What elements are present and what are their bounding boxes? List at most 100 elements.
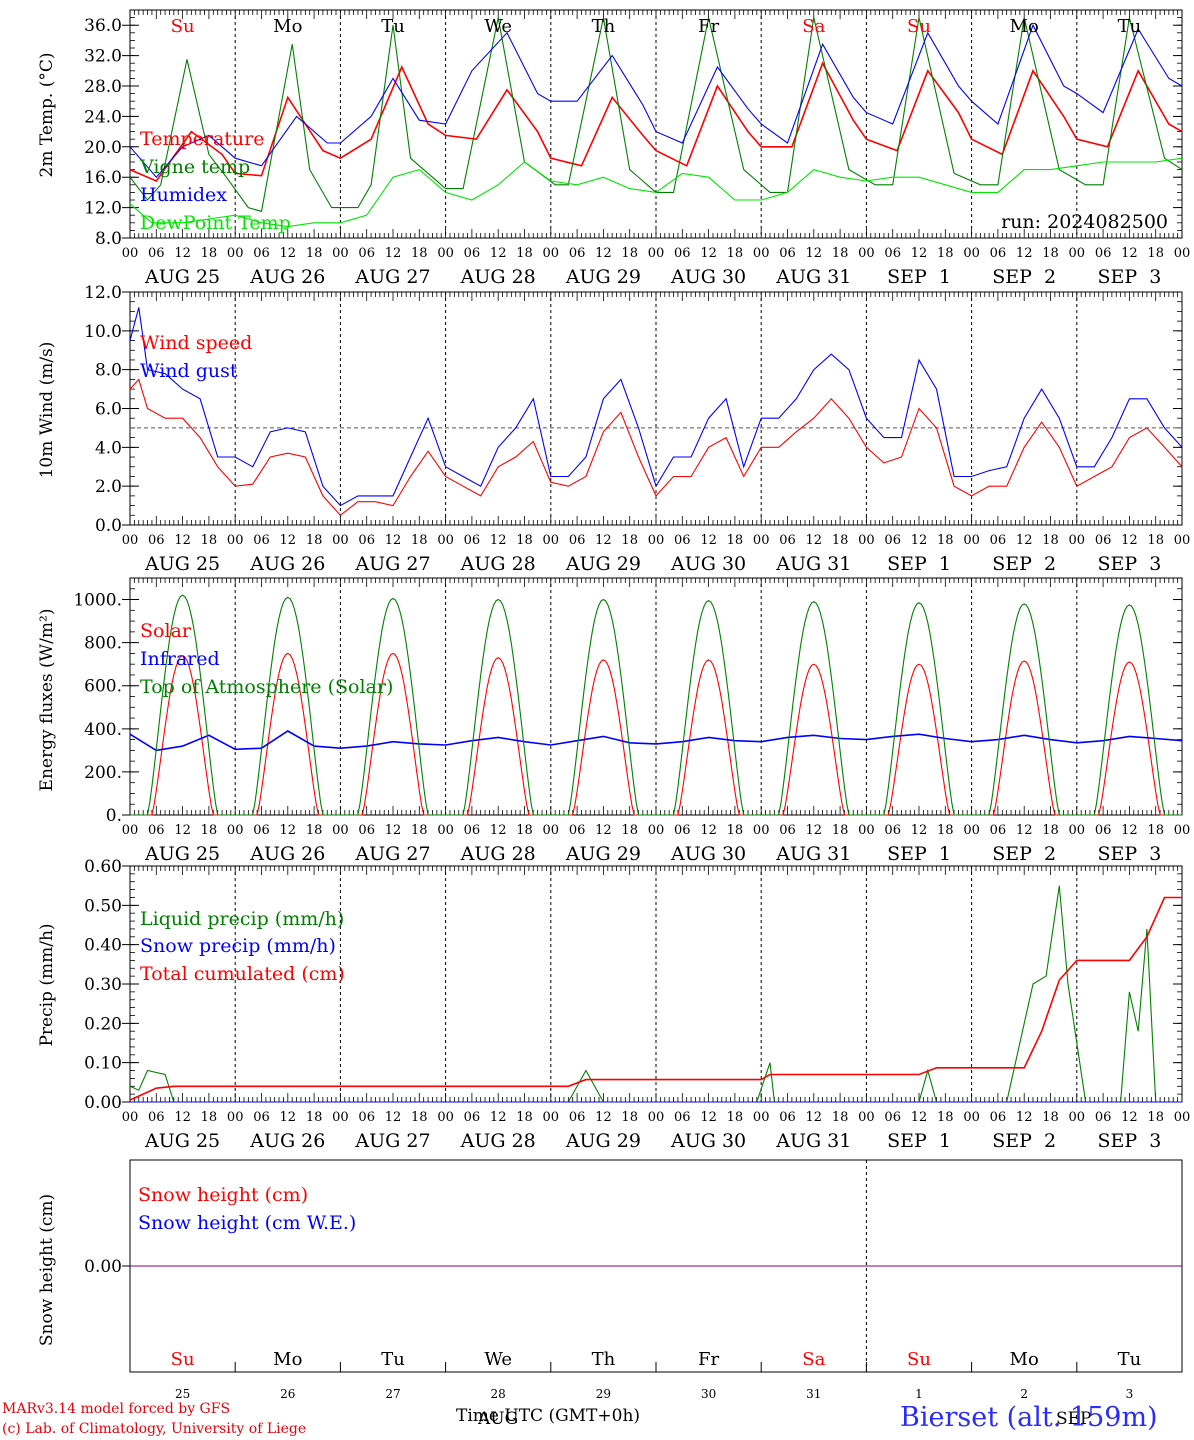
series-line [129,896,1182,1101]
hour-tick-label: 06 [1095,823,1112,838]
day-number: 27 [385,1387,400,1401]
hour-tick-label: 00 [437,246,454,261]
hour-tick-label: 18 [411,246,428,261]
legend-entry: Liquid precip (mm/h) [140,908,344,930]
hour-tick-label: 18 [201,533,218,548]
hour-tick-label: 00 [753,1110,770,1125]
hour-tick-label: 12 [385,533,402,548]
date-label: AUG 27 [354,553,430,575]
weekday-label: Su [907,16,931,37]
hour-tick-label: 12 [595,823,612,838]
hour-tick-label: 12 [280,823,297,838]
hour-tick-label: 06 [990,533,1007,548]
y-tick-label: 1000. [73,591,122,611]
hour-tick-label: 06 [358,823,375,838]
y-tick-label: 36.0 [84,16,122,36]
date-label: SEP 1 [887,843,951,865]
y-tick-label: 12.0 [84,283,122,303]
legend-entry: Snow precip (mm/h) [140,935,336,957]
hour-tick-label: 18 [411,823,428,838]
hour-tick-label: 12 [595,246,612,261]
hour-tick-label: 00 [332,246,349,261]
hour-tick-label: 12 [174,246,191,261]
date-label: SEP 2 [992,843,1056,865]
weekday-label: Mo [273,1349,302,1370]
hour-tick-label: 06 [464,823,481,838]
hour-tick-label: 06 [884,246,901,261]
series-line [129,157,1183,228]
hour-tick-label: 18 [516,533,533,548]
hour-tick-label: 00 [543,246,560,261]
hour-tick-label: 00 [858,246,875,261]
weekday-label: Fr [698,1349,719,1370]
legend-entry: Top of Atmosphere (Solar) [140,676,393,698]
hour-tick-label: 12 [385,246,402,261]
hour-tick-label: 12 [595,1110,612,1125]
hour-tick-label: 12 [700,533,717,548]
date-label: AUG 28 [460,843,536,865]
y-tick-label: 2.0 [95,477,122,497]
weekday-label: We [484,16,512,37]
weekday-label: Fr [698,16,719,37]
hour-tick-label: 00 [858,823,875,838]
month-label: SEP [1056,1409,1092,1429]
hour-tick-label: 00 [1174,533,1191,548]
hour-tick-label: 00 [1069,1110,1086,1125]
date-label: AUG 28 [460,1130,536,1152]
legend-entry: Wind speed [140,332,252,354]
hour-tick-label: 00 [437,823,454,838]
hour-tick-label: 18 [832,246,849,261]
hour-tick-label: 00 [332,533,349,548]
legend-entry: Humidex [140,184,227,206]
lab-credit: (c) Lab. of Climatology, University of L… [2,1421,307,1437]
month-label: AUG [477,1409,518,1429]
hour-tick-label: 12 [490,823,507,838]
weekday-label: Su [907,1349,931,1370]
hour-tick-label: 18 [727,1110,744,1125]
date-label: AUG 29 [565,266,641,288]
hour-tick-label: 00 [437,533,454,548]
date-label: AUG 31 [775,553,851,575]
hour-tick-label: 00 [437,1110,454,1125]
weekday-label: We [484,1349,512,1370]
y-tick-label: 16.0 [84,168,122,188]
date-label: SEP 3 [1097,843,1161,865]
y-tick-label: 0.20 [84,1014,122,1034]
weekday-label: Th [592,1349,616,1370]
hour-tick-label: 18 [1147,246,1164,261]
hour-tick-label: 12 [1121,823,1138,838]
hour-tick-label: 12 [385,1110,402,1125]
y-tick-label: 0. [106,806,122,826]
y-tick-label: 800. [84,634,122,654]
hour-tick-label: 12 [806,533,823,548]
hour-tick-label: 06 [358,1110,375,1125]
hour-tick-label: 18 [621,246,638,261]
hour-tick-label: 12 [911,533,928,548]
y-tick-label: 0.30 [84,975,122,995]
hour-tick-label: 12 [490,533,507,548]
hour-tick-label: 12 [911,1110,928,1125]
hour-tick-label: 06 [779,1110,796,1125]
date-label: AUG 29 [565,553,641,575]
hour-tick-label: 12 [1016,1110,1033,1125]
hour-tick-label: 06 [990,1110,1007,1125]
hour-tick-label: 06 [779,533,796,548]
date-label: AUG 28 [460,266,536,288]
hour-tick-label: 18 [306,246,323,261]
hour-tick-label: 18 [306,533,323,548]
hour-tick-label: 06 [464,246,481,261]
hour-tick-label: 06 [253,246,270,261]
hour-tick-label: 00 [543,823,560,838]
hour-tick-label: 00 [227,1110,244,1125]
hour-tick-label: 00 [227,823,244,838]
hour-tick-label: 00 [1174,823,1191,838]
hour-tick-label: 06 [569,1110,586,1125]
hour-tick-label: 12 [700,1110,717,1125]
hour-tick-label: 00 [1069,246,1086,261]
hour-tick-label: 18 [832,533,849,548]
hour-tick-label: 18 [832,823,849,838]
day-number: 26 [280,1387,295,1401]
legend-entry: Wind gust [140,360,238,382]
hour-tick-label: 18 [621,533,638,548]
